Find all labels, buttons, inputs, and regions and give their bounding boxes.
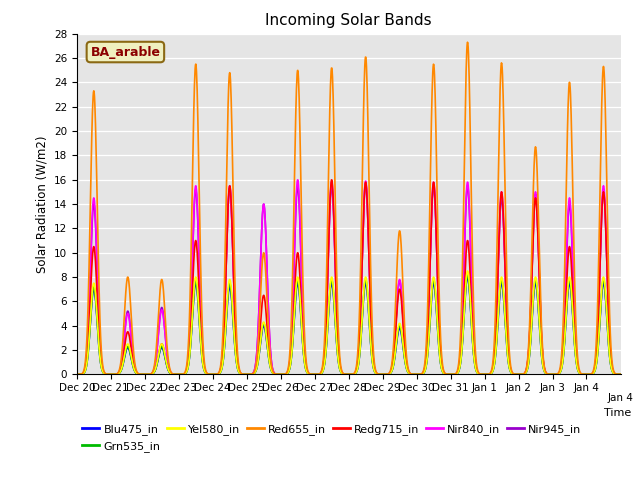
Y-axis label: Solar Radiation (W/m2): Solar Radiation (W/m2) [35,135,48,273]
Text: Jan 4: Jan 4 [607,393,634,403]
Text: Time: Time [604,408,632,419]
Text: BA_arable: BA_arable [90,46,161,59]
Title: Incoming Solar Bands: Incoming Solar Bands [266,13,432,28]
Legend: Blu475_in, Grn535_in, Yel580_in, Red655_in, Redg715_in, Nir840_in, Nir945_in: Blu475_in, Grn535_in, Yel580_in, Red655_… [83,424,582,452]
